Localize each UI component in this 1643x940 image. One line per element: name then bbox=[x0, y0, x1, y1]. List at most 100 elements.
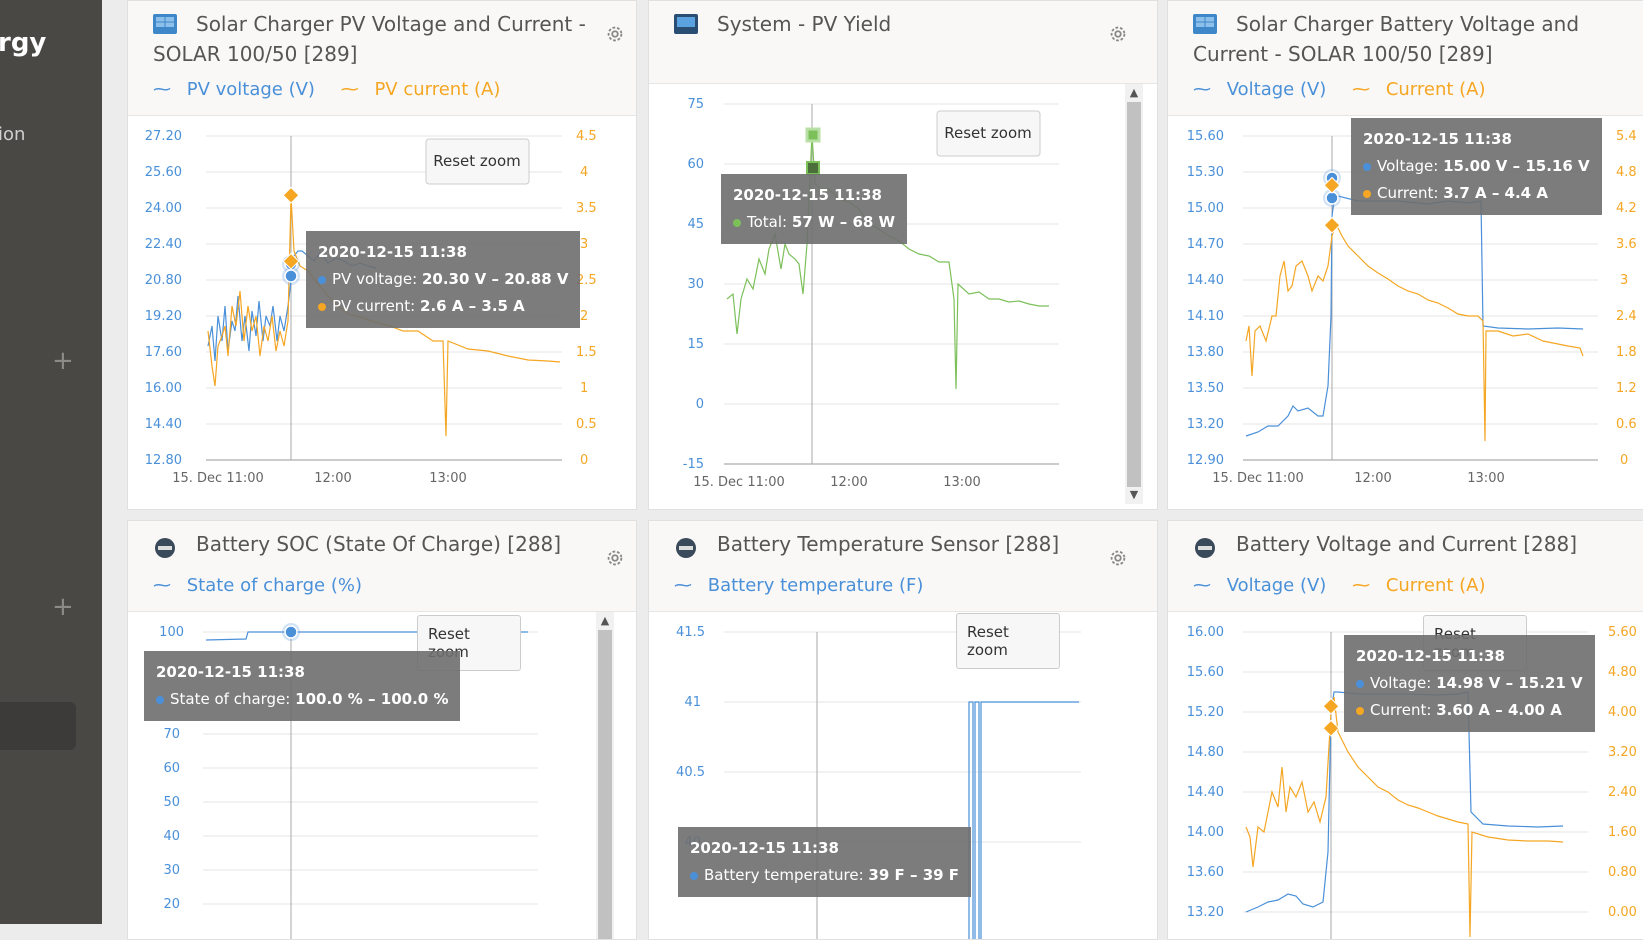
svg-text:41: 41 bbox=[684, 695, 701, 710]
legend-item-voltage[interactable]: ⁓ Voltage (V) bbox=[1193, 575, 1327, 596]
widget-battery-soc: Battery SOC (State Of Charge) [288] ⁓ St… bbox=[127, 520, 637, 940]
svg-text:Reset zoom: Reset zoom bbox=[433, 152, 521, 170]
gear-icon[interactable] bbox=[604, 23, 626, 45]
battery-monitor-icon bbox=[155, 538, 175, 558]
chart-legend: ⁓ State of charge (%) bbox=[153, 575, 382, 596]
chart-area[interactable]: 75 60 45 30 15 0 -15 15. Dec 11:00 12:00 13:00 R… bbox=[649, 84, 1157, 509]
svg-text:13:00: 13:00 bbox=[429, 471, 466, 486]
battery-vc-chart-svg[interactable]: 16.00 15.60 15.20 14.80 14.40 14.00 13.60 13.20… bbox=[1168, 612, 1643, 940]
svg-text:13.50: 13.50 bbox=[1187, 381, 1224, 396]
svg-text:12:00: 12:00 bbox=[314, 471, 351, 486]
line-series-icon: ⁓ bbox=[153, 575, 171, 596]
chart-area[interactable]: 16.00 15.60 15.20 14.80 14.40 14.00 13.60 13.20… bbox=[1168, 612, 1643, 939]
svg-text:50: 50 bbox=[163, 795, 180, 810]
svg-text:0.6: 0.6 bbox=[1616, 417, 1637, 432]
svg-text:3.6: 3.6 bbox=[1616, 237, 1637, 252]
line-series-icon: ⁓ bbox=[340, 79, 359, 100]
reset-zoom-button[interactable]: Reset zoom bbox=[956, 613, 1060, 669]
legend-item-pv-current[interactable]: ⁓ PV current (A) bbox=[340, 79, 501, 100]
svg-text:15. Dec 11:00: 15. Dec 11:00 bbox=[1212, 471, 1304, 486]
svg-text:15.60: 15.60 bbox=[1187, 129, 1224, 144]
svg-text:4.2: 4.2 bbox=[1616, 201, 1637, 216]
reset-zoom-button[interactable] bbox=[425, 138, 530, 185]
svg-text:14.80: 14.80 bbox=[1187, 745, 1224, 760]
svg-text:12.90: 12.90 bbox=[1187, 453, 1224, 468]
sidebar-active-item[interactable] bbox=[0, 702, 76, 750]
svg-text:0.00: 0.00 bbox=[1608, 905, 1637, 920]
pv-chart-svg[interactable]: 27.20 25.60 24.00 22.40 20.80 19.20 17.60 16.00… bbox=[128, 116, 637, 510]
svg-text:60: 60 bbox=[163, 761, 180, 776]
svg-text:22.40: 22.40 bbox=[145, 237, 182, 252]
scroll-up-icon[interactable]: ▲ bbox=[1129, 86, 1139, 99]
solar-charger-icon bbox=[1193, 14, 1217, 34]
widget-title: Battery Voltage and Current [288] bbox=[1236, 532, 1577, 556]
svg-text:2.40: 2.40 bbox=[1608, 785, 1637, 800]
add-widget-icon[interactable]: + bbox=[52, 346, 74, 376]
svg-text:70: 70 bbox=[163, 727, 180, 742]
widget-title: Battery SOC (State Of Charge) [288] bbox=[196, 532, 562, 556]
chart-tooltip: 2020-12-15 11:38 PV voltage: 20.30 V – 2… bbox=[306, 231, 581, 328]
svg-text:40.5: 40.5 bbox=[676, 765, 705, 780]
svg-text:13.80: 13.80 bbox=[1187, 345, 1224, 360]
chart-area[interactable]: 100 70 60 50 40 30 20 ▲ bbox=[128, 612, 636, 939]
gear-icon[interactable] bbox=[1107, 23, 1129, 45]
legend-item-temperature[interactable]: ⁓ Battery temperature (F) bbox=[674, 575, 924, 596]
svg-text:14.00: 14.00 bbox=[1187, 825, 1224, 840]
line-series-icon: ⁓ bbox=[674, 575, 692, 596]
widget-battery-voltage-current-solar: Solar Charger Battery Voltage and Curren… bbox=[1167, 0, 1643, 510]
chart-area[interactable]: 15.60 15.30 15.00 14.70 14.40 14.10 13.80 13.50… bbox=[1168, 116, 1643, 509]
system-icon bbox=[674, 14, 698, 34]
scroll-up-icon[interactable]: ▲ bbox=[600, 614, 610, 627]
svg-text:3: 3 bbox=[580, 237, 588, 252]
svg-text:1.2: 1.2 bbox=[1616, 381, 1637, 396]
legend-item-pv-voltage[interactable]: ⁓ PV voltage (V) bbox=[153, 79, 315, 100]
soc-chart-svg[interactable]: 100 70 60 50 40 30 20 bbox=[128, 612, 618, 940]
widget-header: Battery Voltage and Current [288] ⁓ Volt… bbox=[1168, 521, 1643, 612]
chart-tooltip: 2020-12-15 11:38 State of charge: 100.0 … bbox=[144, 651, 461, 721]
reset-zoom-button[interactable] bbox=[936, 110, 1041, 157]
gear-icon[interactable] bbox=[604, 547, 626, 569]
svg-text:3.20: 3.20 bbox=[1608, 745, 1637, 760]
solar-charger-icon bbox=[153, 14, 177, 34]
svg-text:4: 4 bbox=[580, 165, 588, 180]
legend-item-voltage[interactable]: ⁓ Voltage (V) bbox=[1193, 79, 1327, 100]
widget-header: System - PV Yield bbox=[649, 1, 1157, 84]
svg-text:1.60: 1.60 bbox=[1608, 825, 1637, 840]
line-series-icon: ⁓ bbox=[1193, 79, 1211, 100]
svg-text:15.60: 15.60 bbox=[1187, 665, 1224, 680]
svg-text:13.60: 13.60 bbox=[1187, 865, 1224, 880]
scrollbar[interactable]: ▲ ▼ bbox=[1125, 84, 1143, 504]
add-widget-icon[interactable]: + bbox=[52, 592, 74, 622]
scrollbar[interactable]: ▲ bbox=[596, 612, 614, 939]
chart-area[interactable]: 27.20 25.60 24.00 22.40 20.80 19.20 17.60 16.00… bbox=[128, 116, 636, 509]
line-series-icon: ⁓ bbox=[153, 79, 171, 100]
line-series-icon: ⁓ bbox=[1193, 575, 1211, 596]
svg-text:40: 40 bbox=[163, 829, 180, 844]
svg-text:15: 15 bbox=[687, 337, 704, 352]
sidebar-item[interactable]: ion bbox=[0, 124, 26, 145]
svg-text:13:00: 13:00 bbox=[1467, 471, 1504, 486]
scroll-thumb[interactable] bbox=[598, 630, 612, 939]
svg-text:19.20: 19.20 bbox=[145, 309, 182, 324]
scroll-down-icon[interactable]: ▼ bbox=[1129, 488, 1139, 501]
legend-item-soc[interactable]: ⁓ State of charge (%) bbox=[153, 575, 362, 596]
legend-item-current[interactable]: ⁓ Current (A) bbox=[1352, 79, 1486, 100]
svg-text:4.00: 4.00 bbox=[1608, 705, 1637, 720]
battery-chart-svg[interactable]: 15.60 15.30 15.00 14.70 14.40 14.10 13.80 13.50… bbox=[1168, 116, 1643, 510]
svg-text:15. Dec 11:00: 15. Dec 11:00 bbox=[693, 475, 785, 490]
widget-title: Solar Charger Battery Voltage and Curren… bbox=[1193, 12, 1580, 66]
line-series-icon: ⁓ bbox=[1352, 575, 1371, 596]
svg-text:1.8: 1.8 bbox=[1616, 345, 1637, 360]
gear-icon[interactable] bbox=[1107, 547, 1129, 569]
yield-chart-svg[interactable]: 75 60 45 30 15 0 -15 15. Dec 11:00 12:00 13:00 R… bbox=[649, 84, 1139, 510]
widget-title: Solar Charger PV Voltage and Current - S… bbox=[153, 12, 586, 66]
svg-text:2: 2 bbox=[580, 309, 588, 324]
svg-text:13.20: 13.20 bbox=[1187, 417, 1224, 432]
svg-text:4.5: 4.5 bbox=[576, 129, 597, 144]
legend-item-current[interactable]: ⁓ Current (A) bbox=[1352, 575, 1486, 596]
svg-text:60: 60 bbox=[687, 157, 704, 172]
svg-text:45: 45 bbox=[687, 217, 704, 232]
scroll-thumb[interactable] bbox=[1127, 102, 1141, 487]
svg-text:4.80: 4.80 bbox=[1608, 665, 1637, 680]
svg-text:15.30: 15.30 bbox=[1187, 165, 1224, 180]
